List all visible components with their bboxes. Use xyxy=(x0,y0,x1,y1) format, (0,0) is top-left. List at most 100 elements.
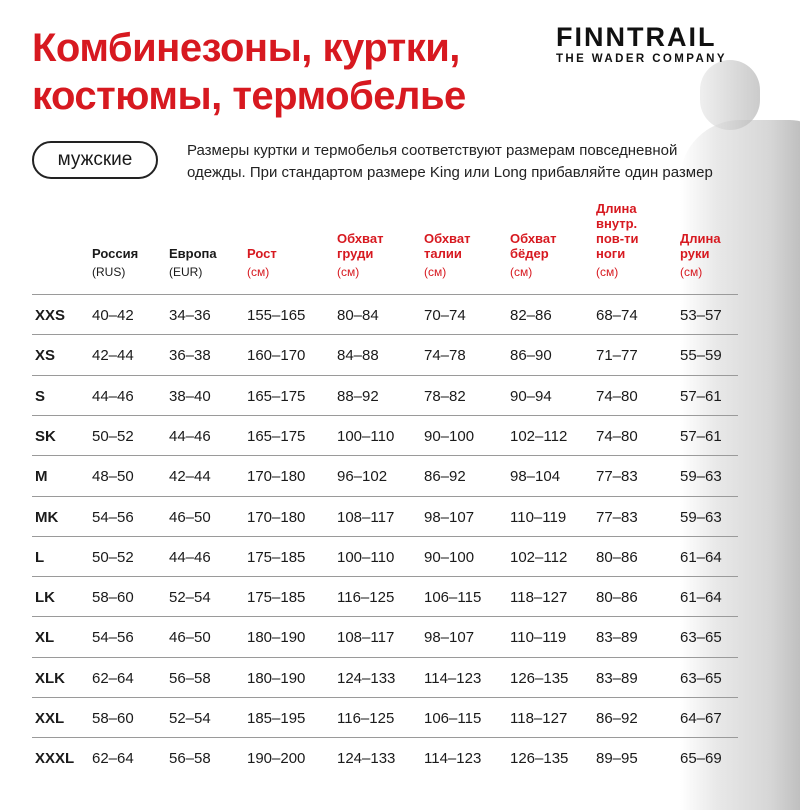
table-cell: 44–46 xyxy=(169,548,211,566)
size-label: XXXL xyxy=(35,750,75,768)
column-header-text: Обхват xyxy=(510,231,557,246)
column-unit: (см) xyxy=(510,265,533,279)
table-cell: 106–115 xyxy=(424,589,482,607)
size-label: SK xyxy=(35,427,56,445)
table-cell: 116–125 xyxy=(337,589,395,607)
column-header: Рост (см) xyxy=(247,246,277,280)
table-cell: 114–123 xyxy=(424,669,482,687)
table-cell: 102–112 xyxy=(510,548,568,566)
table-cell: 114–123 xyxy=(424,750,482,768)
table-cell: 82–86 xyxy=(510,307,552,324)
size-label: XXL xyxy=(35,710,65,727)
table-row: XXS 40–42 34–36 155–165 80–84 70–74 82–86 68–74… xyxy=(0,295,800,335)
column-unit: (см) xyxy=(247,265,270,279)
table-cell: 38–40 xyxy=(169,387,211,405)
table-cell: 170–180 xyxy=(247,468,306,486)
table-row: MK 54–56 46–50 170–180 108–117 98–107 110–119 7… xyxy=(0,497,800,537)
column-header: Обхват груди (см) xyxy=(337,231,383,280)
column-header: Россия (RUS) xyxy=(92,246,138,280)
size-label: XXS xyxy=(35,307,66,324)
table-cell: 98–107 xyxy=(424,629,475,647)
table-cell: 53–57 xyxy=(680,307,722,324)
table-cell: 65–69 xyxy=(680,750,722,768)
column-unit: (см) xyxy=(424,265,447,279)
table-cell: 34–36 xyxy=(169,307,211,324)
row-divider xyxy=(32,455,738,457)
table-cell: 77–83 xyxy=(596,468,638,486)
row-divider xyxy=(32,737,738,739)
column-header-text: талии xyxy=(424,246,462,261)
size-label: MK xyxy=(35,508,59,526)
table-row: XL 54–56 46–50 180–190 108–117 98–107 110–119 8… xyxy=(0,617,800,657)
table-row: S 44–46 38–40 165–175 88–92 78–82 90–94 74–80 57… xyxy=(0,376,800,416)
column-header-text: руки xyxy=(680,246,710,261)
table-cell: 68–74 xyxy=(596,307,638,324)
table-cell: 54–56 xyxy=(92,508,134,526)
page-title: Комбинезоны, куртки, костюмы, термобелье xyxy=(32,24,466,120)
column-header-text: Обхват xyxy=(337,231,384,246)
column-header-text: Европа xyxy=(169,246,217,261)
table-cell: 62–64 xyxy=(92,750,134,768)
table-cell: 124–133 xyxy=(337,750,396,768)
column-unit: (RUS) xyxy=(92,265,126,279)
column-header: Европа (EUR) xyxy=(169,246,217,280)
table-cell: 83–89 xyxy=(596,669,638,687)
table-cell: 116–125 xyxy=(337,710,395,727)
table-cell: 62–64 xyxy=(92,669,134,687)
table-cell: 50–52 xyxy=(92,427,134,445)
row-divider xyxy=(32,374,738,376)
table-cell: 58–60 xyxy=(92,710,134,727)
table-cell: 90–100 xyxy=(424,548,475,566)
table-cell: 56–58 xyxy=(169,750,211,768)
table-cell: 54–56 xyxy=(92,629,134,647)
table-row: L 50–52 44–46 175–185 100–110 90–100 102–112 80… xyxy=(0,537,800,577)
table-cell: 160–170 xyxy=(247,347,306,365)
table-row: XXL 58–60 52–54 185–195 116–125 106–115 118–12… xyxy=(0,698,800,738)
table-cell: 118–127 xyxy=(510,589,568,607)
table-cell: 175–185 xyxy=(247,548,306,566)
row-divider xyxy=(32,294,738,295)
table-cell: 74–80 xyxy=(596,387,638,405)
table-cell: 124–133 xyxy=(337,669,396,687)
table-cell: 180–190 xyxy=(247,669,306,687)
table-cell: 42–44 xyxy=(169,468,211,486)
column-header: Обхват бёдер (см) xyxy=(510,231,556,280)
table-cell: 180–190 xyxy=(247,629,306,647)
table-cell: 36–38 xyxy=(169,347,211,365)
column-header-text: Длина xyxy=(680,231,721,246)
logo-tagline: THE WADER COMPANY xyxy=(556,53,727,65)
table-cell: 88–92 xyxy=(337,387,379,405)
note-line: Размеры куртки и термобелья соответствую… xyxy=(187,142,678,159)
row-divider xyxy=(32,697,738,698)
row-divider xyxy=(32,495,738,497)
model-photo xyxy=(680,120,800,810)
size-label: LK xyxy=(35,589,55,607)
table-row: SK 50–52 44–46 165–175 100–110 90–100 102–112 7… xyxy=(0,416,800,456)
table-cell: 165–175 xyxy=(247,387,306,405)
size-label: S xyxy=(35,387,46,405)
table-cell: 106–115 xyxy=(424,710,482,727)
table-row: LK 58–60 52–54 175–185 116–125 106–115 118–127… xyxy=(0,577,800,617)
column-header-text: Обхват xyxy=(424,231,471,246)
table-cell: 57–61 xyxy=(680,427,722,445)
table-cell: 56–58 xyxy=(169,669,211,687)
table-cell: 86–92 xyxy=(424,468,466,486)
column-header-text: Россия xyxy=(92,246,139,261)
table-cell: 61–64 xyxy=(680,548,722,566)
table-cell: 100–110 xyxy=(337,427,395,445)
title-line: Комбинезоны, куртки, xyxy=(32,26,460,70)
table-cell: 80–86 xyxy=(596,589,638,607)
table-cell: 100–110 xyxy=(337,548,395,566)
table-cell: 102–112 xyxy=(510,427,568,445)
size-label: L xyxy=(35,548,45,566)
table-cell: 59–63 xyxy=(680,508,722,526)
table-cell: 78–82 xyxy=(424,387,466,405)
table-cell: 44–46 xyxy=(92,387,134,405)
table-cell: 108–117 xyxy=(337,508,395,526)
table-cell: 165–175 xyxy=(247,427,306,445)
table-cell: 170–180 xyxy=(247,508,306,526)
table-cell: 110–119 xyxy=(510,508,567,526)
table-cell: 96–102 xyxy=(337,468,388,486)
column-unit: (см) xyxy=(680,265,703,279)
row-divider xyxy=(32,414,738,416)
